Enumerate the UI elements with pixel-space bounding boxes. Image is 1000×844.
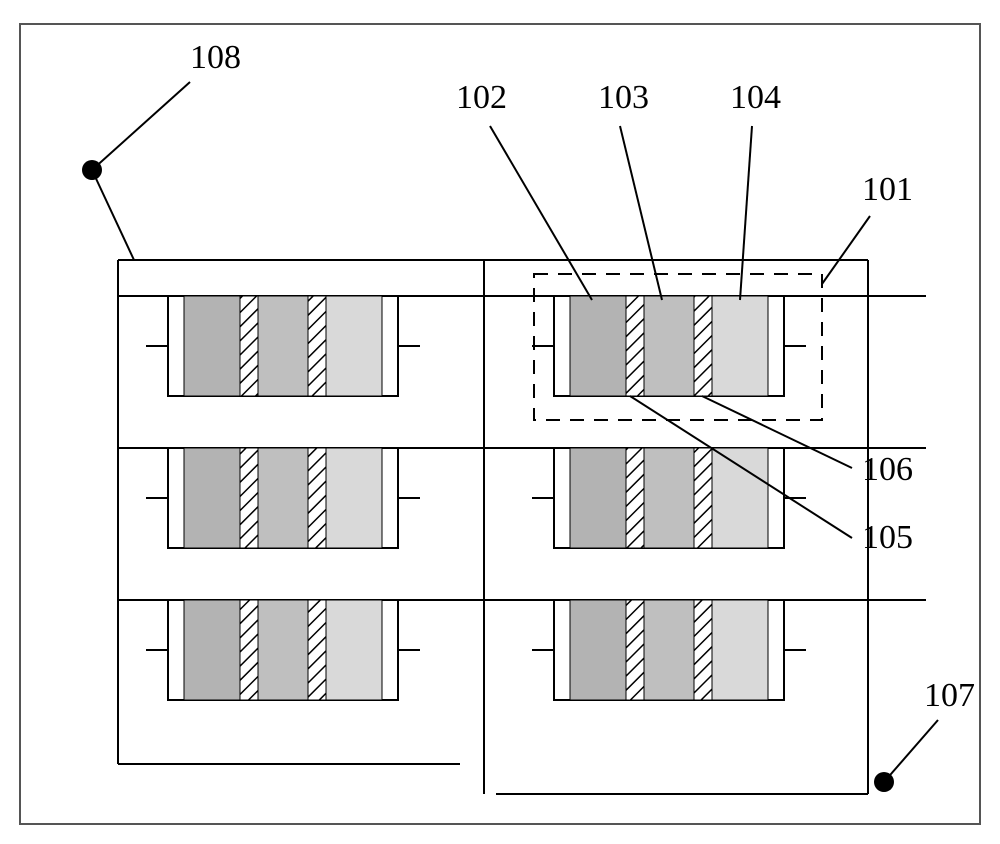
- label-104: 104: [730, 79, 781, 116]
- unit-5-seg-4: [712, 600, 768, 700]
- unit-2-seg-2: [258, 600, 308, 700]
- label-106: 106: [862, 451, 913, 488]
- unit-5-seg-0: [570, 600, 626, 700]
- unit-1-seg-1: [240, 448, 258, 548]
- unit-0-seg-0: [184, 296, 240, 396]
- unit-4-seg-3: [694, 448, 712, 548]
- unit-1-seg-4: [326, 448, 382, 548]
- unit-4-seg-0: [570, 448, 626, 548]
- label-103: 103: [598, 79, 649, 116]
- unit-3-seg-3: [694, 296, 712, 396]
- unit-4-seg-1: [626, 448, 644, 548]
- unit-0-seg-1: [240, 296, 258, 396]
- label-101: 101: [862, 171, 913, 208]
- unit-0-seg-4: [326, 296, 382, 396]
- unit-1-seg-0: [184, 448, 240, 548]
- unit-0-seg-2: [258, 296, 308, 396]
- unit-5-seg-2: [644, 600, 694, 700]
- unit-3-seg-0: [570, 296, 626, 396]
- unit-4-seg-4: [712, 448, 768, 548]
- unit-2-seg-1: [240, 600, 258, 700]
- label-108: 108: [190, 39, 241, 76]
- unit-1-seg-2: [258, 448, 308, 548]
- unit-2-seg-3: [308, 600, 326, 700]
- label-105: 105: [862, 519, 913, 556]
- label-107: 107: [924, 677, 975, 714]
- unit-1-seg-3: [308, 448, 326, 548]
- unit-2-seg-0: [184, 600, 240, 700]
- unit-0-seg-3: [308, 296, 326, 396]
- unit-2-seg-4: [326, 600, 382, 700]
- unit-5-seg-3: [694, 600, 712, 700]
- unit-5-seg-1: [626, 600, 644, 700]
- unit-3-seg-1: [626, 296, 644, 396]
- node-107: [874, 772, 894, 792]
- unit-4-seg-2: [644, 448, 694, 548]
- canvas-bg: [0, 0, 1000, 844]
- node-108: [82, 160, 102, 180]
- unit-3-seg-2: [644, 296, 694, 396]
- label-102: 102: [456, 79, 507, 116]
- unit-3-seg-4: [712, 296, 768, 396]
